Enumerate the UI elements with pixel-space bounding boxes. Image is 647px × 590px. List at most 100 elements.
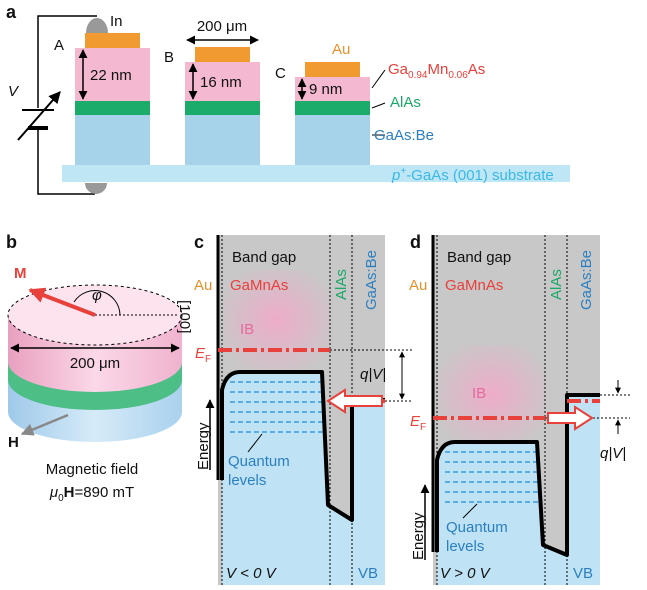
quantum-label: levels <box>446 538 484 555</box>
band-edge <box>220 370 385 522</box>
alas-layer <box>185 101 260 115</box>
au-contact <box>85 33 140 48</box>
field-caption: Magnetic field <box>46 461 139 478</box>
bottom-contact <box>85 183 107 194</box>
gaasbe-layer <box>75 115 150 165</box>
contact-label: In <box>110 13 123 30</box>
au-label: Au <box>194 277 212 294</box>
au-label: Au <box>409 277 427 294</box>
superscript: + <box>400 166 406 177</box>
gamnas-label: GaMnAs <box>445 277 503 294</box>
substrate-label: p+-GaAs (001) substrate <box>391 166 554 184</box>
gamnas-layer <box>185 62 260 101</box>
mesa-label: C <box>275 65 286 82</box>
subscript: 0.06 <box>448 70 468 81</box>
gaasbe-label: GaAs:Be <box>578 250 595 310</box>
thickness-label: 22 nm <box>90 67 132 84</box>
substrate <box>62 165 570 182</box>
panel-d: d q|V| Band gap Au GaMnAs AlAs GaAs:Be I… <box>409 232 630 585</box>
mesa-label: A <box>54 37 64 54</box>
quantum-label: levels <box>228 472 266 489</box>
text-part: H <box>64 484 75 501</box>
vb-label: VB <box>573 565 593 582</box>
band-edge <box>435 393 600 557</box>
au-contact <box>195 47 250 62</box>
impurity-band <box>439 345 545 445</box>
text-part: -GaAs (001) substrate <box>406 167 554 184</box>
in-contact <box>86 18 108 33</box>
subscript: 0.94 <box>408 70 428 81</box>
gaasbe-label: GaAs:Be <box>374 127 434 144</box>
ef-label: EF <box>195 345 211 365</box>
text-part: E <box>410 413 421 430</box>
text-part: As <box>468 61 486 78</box>
panel-label: c <box>194 232 204 252</box>
gaasbe-label: GaAs:Be <box>363 250 380 310</box>
alas-label: AlAs <box>390 94 421 111</box>
angle-label: φ <box>92 287 102 304</box>
width-label: 200 μm <box>197 18 247 35</box>
angle-arc <box>73 290 121 316</box>
gaasbe-layer <box>295 115 370 165</box>
panel-label: b <box>6 232 17 252</box>
gamnas-label: GaMnAs <box>230 277 288 294</box>
m-label: M <box>14 265 27 282</box>
panel-b: b M φ [100] 200 μm H Magnetic field μ0H=… <box>6 232 193 504</box>
text-part: E <box>195 345 206 362</box>
gamnas-layer <box>295 77 370 101</box>
panel-label: a <box>6 2 17 22</box>
au-label: Au <box>332 41 350 58</box>
band-gap-label: Band gap <box>232 249 296 266</box>
text-part: Mn <box>427 61 448 78</box>
text-part: p <box>391 167 400 184</box>
energy-label: Energy <box>195 422 212 470</box>
quantum-levels <box>230 381 324 433</box>
ef-label: EF <box>410 413 426 433</box>
band-gap-label: Band gap <box>447 249 511 266</box>
panel-label: d <box>410 232 421 252</box>
text-part: =890 mT <box>75 484 135 501</box>
circuit-wire <box>37 15 97 195</box>
alas-layer <box>75 101 150 115</box>
h-arrow <box>20 413 69 436</box>
gamnas-layer <box>75 48 150 101</box>
direction-label: [100] <box>176 300 193 333</box>
thickness-label: 16 nm <box>200 74 242 91</box>
bias-label: q|V| <box>360 366 386 383</box>
vb-label: VB <box>358 565 378 582</box>
mesa-label: B <box>164 49 174 66</box>
alas-label: AlAs <box>548 269 565 300</box>
leader <box>371 102 386 109</box>
voltage-condition: V > 0 V <box>440 565 492 582</box>
leader <box>371 69 386 89</box>
text-part: Ga <box>388 61 409 78</box>
quantum-label: Quantum <box>446 519 508 536</box>
quantum-levels <box>445 451 539 503</box>
tunnel-arrow <box>326 388 383 414</box>
text-part: μ <box>49 484 58 501</box>
quantum-label: Quantum <box>228 453 290 470</box>
subscript: F <box>420 422 426 433</box>
voltage-condition: V < 0 V <box>226 565 278 582</box>
panel-c: c q|V| Band gap Au GaMnAs AlAs GaAs:Be I… <box>194 232 412 585</box>
variable-arrow <box>17 91 61 141</box>
subscript: 0 <box>58 493 64 504</box>
ib-label: IB <box>240 321 254 338</box>
leader <box>247 433 263 453</box>
tunnel-arrow <box>547 405 594 431</box>
m-arrow <box>28 287 96 317</box>
bias-label: q|V| <box>600 445 626 462</box>
gaasbe-layer <box>185 115 260 165</box>
h-label: H <box>8 434 19 451</box>
valence-band <box>545 545 567 585</box>
subscript: F <box>205 354 211 365</box>
thickness-label: 9 nm <box>309 81 342 98</box>
diameter-label: 200 μm <box>70 355 120 372</box>
energy-label: Energy <box>410 512 427 560</box>
field-value: μ0H=890 mT <box>49 484 134 504</box>
panel-a: a V In A B C 22 nm 16 nm 9 nm 200 μm Au … <box>6 2 570 195</box>
au-contact <box>305 62 360 77</box>
valence-band <box>330 505 352 585</box>
alas-layer <box>295 101 370 115</box>
